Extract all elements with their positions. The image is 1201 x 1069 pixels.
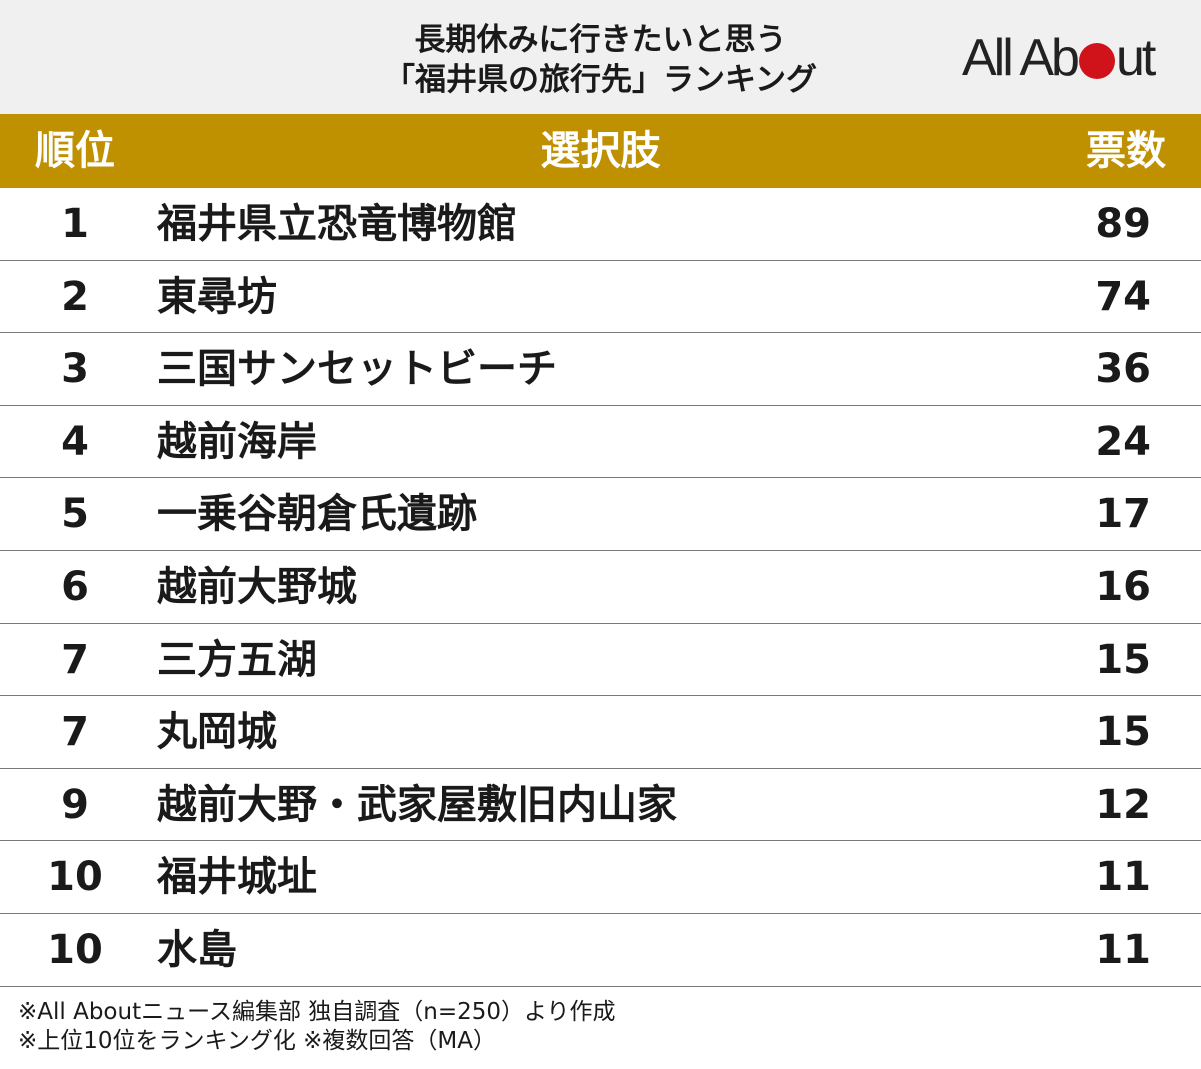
table-row: 10 福井城址 11: [0, 841, 1201, 914]
all-about-logo: All Ab ut: [962, 28, 1156, 88]
table-row: 10 水島 11: [0, 914, 1201, 987]
choice-cell: 水島: [157, 926, 237, 973]
footnote-method: ※上位10位をランキング化 ※複数回答（MA）: [18, 1028, 497, 1054]
votes-cell: 16: [1095, 563, 1151, 610]
choice-cell: 一乗谷朝倉氏遺跡: [157, 491, 477, 538]
table-row: 3 三国サンセットビーチ 36: [0, 333, 1201, 406]
logo-text-right: ut: [1115, 29, 1156, 87]
table-row: 5 一乗谷朝倉氏遺跡 17: [0, 478, 1201, 551]
rank-cell: 10: [47, 926, 103, 973]
choice-cell: 越前大野城: [157, 563, 357, 610]
rank-cell: 1: [61, 201, 89, 247]
choice-cell: 越前海岸: [157, 418, 317, 465]
table-row: 7 丸岡城 15: [0, 696, 1201, 769]
rank-cell: 2: [61, 273, 89, 320]
votes-cell: 15: [1095, 709, 1151, 756]
rank-cell: 7: [61, 636, 89, 683]
title-line-1: 長期休みに行きたいと思う: [414, 22, 787, 58]
rank-cell: 9: [61, 781, 89, 828]
chart-title: 長期休みに行きたいと思う 「福井県の旅行先」ランキング: [0, 20, 1201, 100]
votes-cell: 11: [1095, 854, 1151, 901]
title-bar: 長期休みに行きたいと思う 「福井県の旅行先」ランキング All Ab ut: [0, 0, 1201, 114]
votes-cell: 12: [1095, 781, 1151, 828]
logo-dot-icon: [1078, 43, 1115, 79]
votes-cell: 15: [1095, 636, 1151, 683]
table-row: 4 越前海岸 24: [0, 406, 1201, 479]
rank-cell: 10: [47, 854, 103, 901]
rank-cell: 3: [61, 346, 89, 393]
table-row: 2 東尋坊 74: [0, 261, 1201, 334]
choice-cell: 三方五湖: [157, 636, 317, 683]
title-line-2: 「福井県の旅行先」ランキング: [383, 62, 818, 98]
choice-cell: 福井県立恐竜博物館: [157, 201, 517, 247]
header-rank: 順位: [35, 128, 115, 174]
table-header: 順位 選択肢 票数: [0, 114, 1201, 188]
choice-cell: 東尋坊: [157, 273, 277, 320]
votes-cell: 11: [1095, 926, 1151, 973]
table-row: 9 越前大野・武家屋敷旧内山家 12: [0, 769, 1201, 842]
votes-cell: 36: [1095, 346, 1151, 393]
footnotes: ※All Aboutニュース編集部 独自調査（n=250）より作成 ※上位10位…: [18, 998, 616, 1056]
votes-cell: 74: [1095, 273, 1151, 320]
rank-cell: 6: [61, 563, 89, 610]
choice-cell: 福井城址: [157, 854, 317, 901]
ranking-table-body: 1 福井県立恐竜博物館 89 2 東尋坊 74 3 三国サンセットビーチ 36 4 越前海岸 24 5 一…: [0, 188, 1201, 987]
votes-cell: 17: [1095, 491, 1151, 538]
header-votes: 票数: [1086, 128, 1166, 174]
choice-cell: 越前大野・武家屋敷旧内山家: [157, 781, 677, 828]
header-choice: 選択肢: [540, 128, 661, 174]
rank-cell: 7: [61, 709, 89, 756]
votes-cell: 89: [1095, 201, 1151, 247]
logo-text-left: All Ab: [962, 29, 1080, 87]
rank-cell: 4: [61, 418, 89, 465]
footnote-source: ※All Aboutニュース編集部 独自調査（n=250）より作成: [18, 999, 616, 1025]
choice-cell: 丸岡城: [157, 709, 277, 756]
table-row: 7 三方五湖 15: [0, 624, 1201, 697]
rank-cell: 5: [61, 491, 89, 538]
votes-cell: 24: [1095, 418, 1151, 465]
choice-cell: 三国サンセットビーチ: [157, 346, 557, 393]
table-row: 1 福井県立恐竜博物館 89: [0, 188, 1201, 261]
table-row: 6 越前大野城 16: [0, 551, 1201, 624]
